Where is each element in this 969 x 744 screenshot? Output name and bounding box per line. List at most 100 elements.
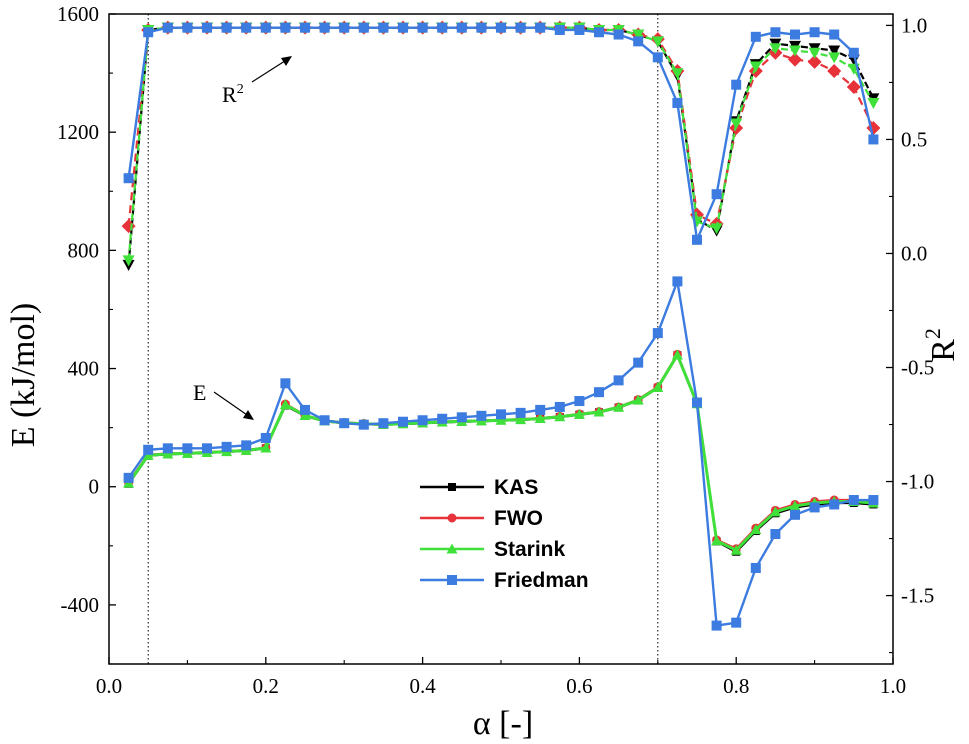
y-left-tick-label: 0	[89, 475, 100, 499]
y-left-tick-label: 1600	[57, 2, 99, 26]
e-point-friedman	[182, 443, 193, 454]
e-point-friedman	[848, 495, 859, 506]
x-axis-title: α [-]	[473, 705, 533, 742]
e-point-friedman	[554, 401, 565, 412]
r2-point-friedman	[574, 24, 585, 35]
e-point-starink	[711, 535, 723, 546]
e-point-friedman	[711, 620, 722, 631]
y-left-tick-label: 400	[68, 357, 100, 381]
r2-point-friedman	[711, 189, 722, 200]
annotations: R2 E	[193, 56, 292, 420]
r2-point-fwo	[846, 79, 861, 94]
e-point-friedman	[731, 617, 742, 628]
y-axis-right-title-sup: 2	[920, 328, 945, 339]
vertical-reference-lines	[147, 14, 659, 664]
e-point-starink	[652, 381, 664, 392]
axis-ticks: 0.0 0.2 0.4 0.6 0.8 1.0 -400 0 400 800 1200 1600 -1.…	[57, 2, 934, 698]
r2-point-starink	[710, 223, 723, 235]
e-point-starink	[593, 406, 605, 417]
r2-point-friedman	[554, 24, 565, 35]
r2-point-friedman	[241, 22, 252, 33]
r2-point-friedman	[300, 22, 310, 33]
y-right-tick-label: 0.5	[901, 127, 927, 151]
e-point-starink	[554, 411, 566, 422]
r2-point-starink	[789, 45, 801, 57]
e-point-friedman	[672, 276, 683, 287]
y-right-tick-label: -1.5	[901, 584, 934, 608]
r2-point-kas	[828, 45, 841, 57]
e-point-friedman	[613, 375, 624, 386]
r2-point-friedman	[515, 22, 526, 33]
x-tick-label: 1.0	[880, 674, 906, 698]
r2-point-friedman	[790, 29, 800, 40]
r2-point-friedman	[339, 22, 350, 33]
legend-swatch-marker	[446, 543, 458, 554]
e-point-starink	[162, 448, 174, 459]
legend-item-fwo: FWO	[420, 507, 543, 530]
r2-point-starink	[749, 61, 762, 73]
e-point-friedman	[143, 444, 154, 455]
x-tick-label: 0.6	[566, 674, 592, 698]
e-point-starink	[632, 394, 644, 405]
e-point-friedman	[241, 440, 252, 451]
e-point-starink	[789, 500, 801, 511]
r2-point-friedman	[143, 27, 154, 38]
legend: KAS FWO Starink Friedman	[420, 476, 589, 592]
e-point-friedman	[162, 443, 173, 454]
annotation-e: E	[193, 380, 206, 405]
series-r2-line-starink	[127, 26, 875, 261]
legend-swatch-marker	[447, 513, 457, 523]
r2-point-starink	[828, 52, 841, 64]
e-point-friedman	[770, 529, 781, 539]
e-point-starink	[534, 412, 546, 423]
r2-point-starink	[867, 97, 880, 109]
annotation-r2-sup: 2	[237, 82, 244, 97]
annotation-r2-base: R	[222, 82, 237, 107]
e-point-starink	[260, 442, 272, 453]
e-point-starink	[279, 399, 291, 410]
r2-point-fwo	[827, 64, 842, 79]
e-point-friedman	[574, 396, 585, 407]
e-point-starink	[730, 544, 742, 555]
r2-point-friedman	[594, 27, 604, 38]
r2-point-friedman	[692, 234, 702, 245]
r2-point-starink	[808, 47, 821, 59]
e-point-friedman	[829, 499, 840, 510]
r2-point-friedman	[809, 27, 820, 38]
r2-point-friedman	[535, 22, 546, 33]
r2-point-fwo	[121, 219, 136, 234]
x-tick-label: 0.0	[96, 674, 122, 698]
r2-point-fwo	[866, 121, 881, 136]
legend-swatch-marker	[448, 483, 456, 491]
legend-label: Friedman	[494, 569, 589, 592]
r2-point-friedman	[162, 22, 173, 33]
y-right-tick-label: 1.0	[901, 13, 927, 37]
series-e-friedman	[123, 276, 879, 631]
r2-point-friedman	[202, 22, 212, 33]
x-tick-label: 0.4	[409, 674, 436, 698]
annotation-r2: R2	[222, 82, 244, 107]
r2-point-starink	[769, 43, 782, 55]
r2-point-friedman	[496, 22, 506, 33]
e-point-starink	[750, 524, 762, 535]
e-point-friedman	[123, 472, 134, 483]
e-point-friedman	[417, 415, 428, 426]
e-point-friedman	[358, 419, 369, 430]
series-r2-kas	[122, 22, 880, 271]
e-point-starink	[769, 506, 781, 517]
r2-point-friedman	[633, 36, 644, 47]
r2-point-friedman	[260, 22, 271, 33]
e-point-friedman	[633, 357, 644, 368]
e-point-friedman	[300, 404, 310, 415]
annotation-r2-arrow	[251, 58, 289, 83]
e-point-friedman	[476, 410, 487, 421]
r2-point-friedman	[358, 22, 369, 33]
r2-point-friedman	[456, 22, 467, 33]
legend-item-starink: Starink	[420, 538, 566, 561]
r2-point-friedman	[731, 79, 742, 90]
r2-point-starink	[632, 29, 645, 41]
r2-point-friedman	[750, 31, 761, 42]
series-r2-starink	[122, 22, 880, 267]
series-layer	[121, 20, 881, 631]
